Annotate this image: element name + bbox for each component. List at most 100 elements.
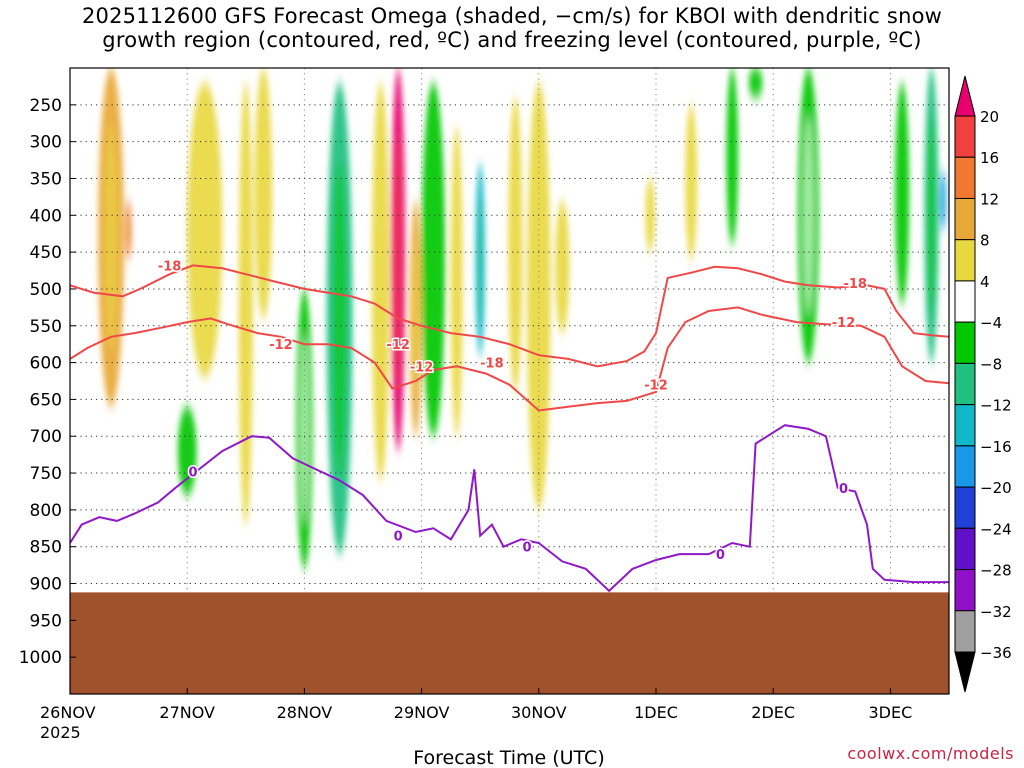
colorbar-tick-label: 12 — [980, 190, 999, 208]
y-tick-label: 600 — [30, 354, 62, 374]
contour-label: -12 — [269, 338, 293, 353]
colorbar-bin — [954, 610, 976, 653]
y-tick-label: 500 — [30, 280, 62, 300]
x-tick-label: 29NOV — [394, 703, 450, 722]
grid-lines — [70, 68, 949, 694]
colorbar-bin — [954, 280, 976, 323]
y-tick-label: 350 — [30, 169, 62, 189]
colorbar-tick-label: 8 — [980, 232, 990, 250]
y-tick-label: 300 — [30, 133, 62, 153]
y-tick-label: 1000 — [19, 648, 62, 668]
contour-line — [70, 264, 949, 368]
omega-feature — [508, 97, 523, 393]
colorbar: 20 16 12 8 4 −4 −8 −12 −16 −20 −24 −28 −32 −36 — [954, 75, 1012, 693]
colorbar-tick-label: −32 — [980, 603, 1012, 621]
ground-fill — [70, 592, 949, 694]
y-tick-label: 550 — [30, 317, 62, 337]
colorbar-bin — [954, 486, 976, 529]
contour-label: 0 — [394, 530, 403, 545]
omega-feature — [645, 178, 655, 253]
omega-feature — [421, 82, 446, 437]
y-tick-label: 650 — [30, 390, 62, 410]
colorbar-bin — [954, 156, 976, 199]
omega-feature — [726, 68, 739, 245]
y-tick-label: 950 — [30, 611, 62, 631]
omega-feature — [527, 82, 551, 510]
omega-feature — [254, 68, 273, 319]
contour-label: -12 — [386, 338, 410, 353]
omega-feature — [450, 126, 463, 437]
y-tick-label: 900 — [30, 575, 62, 595]
omega-feature — [895, 82, 910, 304]
colorbar-tick-label: −12 — [980, 397, 1012, 415]
omega-feature — [187, 82, 223, 378]
chart-title: 2025112600 GFS Forecast Omega (shaded, −… — [0, 4, 1024, 52]
omega-feature — [177, 406, 197, 496]
colorbar-bin — [954, 321, 976, 364]
ground-layer — [70, 592, 949, 694]
x-tick-label: 26NOV — [40, 703, 96, 722]
colorbar-bin — [954, 404, 976, 447]
y-tick-label: 750 — [30, 464, 62, 484]
x-axis-label: Forecast Time (UTC) — [413, 747, 604, 768]
colorbar-bin — [954, 362, 976, 406]
omega-feature-core — [477, 195, 483, 324]
omega-feature — [238, 82, 253, 525]
omega-feature-core — [333, 161, 347, 476]
contour-label: -18 — [158, 259, 182, 274]
colorbar-bin — [954, 569, 976, 612]
colorbar-bin — [954, 527, 976, 571]
contour-line — [70, 306, 949, 412]
contour-label: 0 — [716, 548, 725, 563]
contour-label: -12 — [832, 316, 856, 331]
chart-title-line-1: 2025112600 GFS Forecast Omega (shaded, −… — [81, 4, 943, 28]
colorbar-bin — [954, 445, 976, 488]
omega-feature-core — [927, 117, 935, 314]
omega-shading — [98, 68, 947, 569]
contour-label: -18 — [480, 357, 504, 372]
x-tick-label: 27NOV — [159, 703, 215, 722]
colorbar-tick-label: −28 — [980, 562, 1012, 580]
colorbar-min-arrow — [954, 651, 976, 693]
colorbar-tick-label: 20 — [980, 108, 999, 126]
omega-feature — [555, 200, 570, 334]
omega-feature-core — [104, 124, 118, 351]
colorbar-bin — [954, 115, 976, 158]
colorbar-tick-label: 4 — [980, 273, 990, 291]
x-tick-label: 1DEC — [634, 703, 678, 722]
y-tick-label: 800 — [30, 501, 62, 521]
contour-label: -12 — [644, 379, 668, 394]
colorbar-max-arrow — [954, 75, 976, 117]
omega-feature-core — [300, 335, 309, 523]
omega-feature-core — [412, 239, 419, 397]
y-axis: 250 300 350 400 450 500 550 600 650 700 750 800 850 9… — [19, 96, 76, 668]
x-tick-label: 3DEC — [869, 703, 913, 722]
contour-lines — [70, 264, 949, 593]
contour-label: 0 — [523, 541, 532, 556]
y-tick-label: 450 — [30, 243, 62, 263]
colorbar-tick-label: −16 — [980, 438, 1012, 456]
y-tick-label: 700 — [30, 427, 62, 447]
y-tick-label: 400 — [30, 206, 62, 226]
omega-feature — [371, 82, 390, 481]
contour-label: 0 — [189, 466, 198, 481]
colorbar-tick-label: −8 — [980, 355, 1002, 373]
colorbar-tick-label: −20 — [980, 479, 1012, 497]
source-credit: coolwx.com/models — [847, 744, 1014, 763]
colorbar-tick-label: −24 — [980, 520, 1012, 538]
omega-feature-core — [941, 180, 945, 221]
colorbar-tick-label: −36 — [980, 644, 1012, 662]
omega-feature — [748, 68, 763, 98]
contour-label: 0 — [839, 482, 848, 497]
colorbar-bin — [954, 239, 976, 282]
omega-feature-core — [803, 117, 814, 314]
chart-title-line-2: growth region (contoured, red, ºC) and f… — [102, 28, 922, 52]
contour-label: -18 — [843, 277, 867, 292]
x-tick-label: 28NOV — [277, 703, 333, 722]
contour-label: -12 — [410, 360, 434, 375]
x-tick-label: 2DEC — [751, 703, 795, 722]
y-tick-label: 250 — [30, 96, 62, 116]
colorbar-tick-label: −4 — [980, 314, 1002, 332]
